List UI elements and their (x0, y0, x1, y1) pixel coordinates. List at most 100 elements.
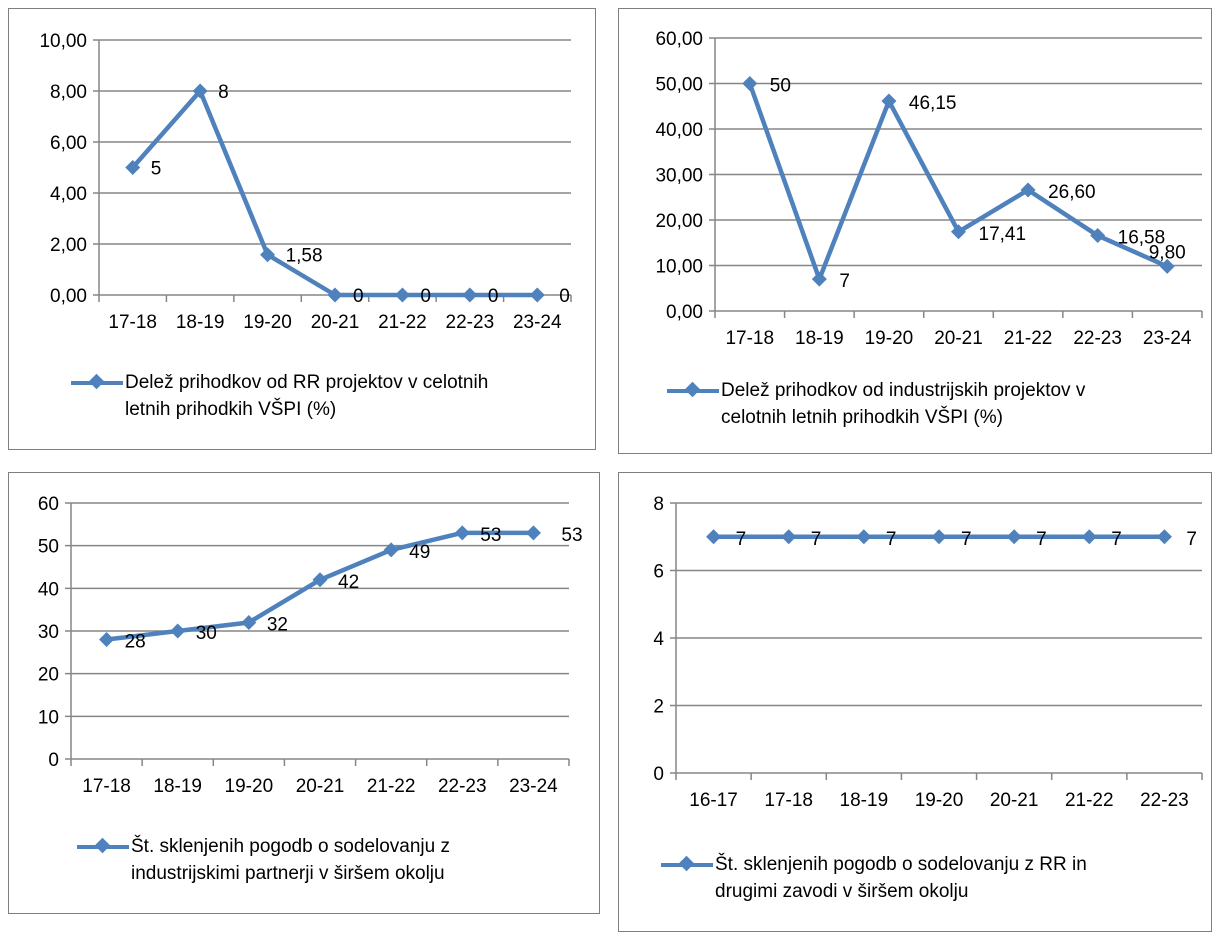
x-tick-label: 17-18 (82, 776, 131, 797)
x-tick-label: 21-22 (1004, 328, 1053, 349)
legend-series-marker-icon (77, 833, 129, 860)
data-label: 7 (811, 529, 822, 550)
data-point-marker (327, 287, 343, 303)
x-tick-label: 23-24 (509, 776, 558, 797)
x-tick-label: 16-17 (689, 790, 738, 811)
data-label: 0 (420, 286, 431, 307)
y-tick-label: 30 (38, 622, 59, 643)
data-label: 26,60 (1048, 182, 1096, 203)
y-tick-label: 40 (38, 579, 59, 600)
data-label: 5 (151, 159, 162, 180)
y-tick-label: 0,00 (50, 286, 87, 307)
legend-label-line-1: Delež prihodkov od RR projektov v celotn… (125, 372, 489, 393)
data-point-marker (312, 572, 328, 588)
chart-industrial-agreements-plot: 0 10 20 30 40 50 60 17-18 18-19 19-20 20-21 21-22 22… (38, 494, 583, 797)
y-tick-label: 0,00 (666, 302, 703, 323)
x-tick-label: 22-23 (438, 776, 487, 797)
x-tick-label: 20-21 (311, 312, 360, 333)
x-tick-label: 17-18 (108, 312, 157, 333)
y-tick-label: 6 (653, 562, 664, 583)
data-label: 7 (1186, 529, 1197, 550)
chart-rr-agreements-plot: 0 2 4 6 8 16-17 17-18 18-19 19-20 20-21 21-22 22-23… (653, 494, 1203, 811)
data-label: 32 (267, 614, 288, 635)
data-point-marker (394, 287, 410, 303)
data-label: 1,58 (286, 246, 323, 267)
data-point-marker (192, 83, 208, 99)
x-tick-label: 17-18 (764, 790, 813, 811)
data-point-marker (951, 224, 966, 240)
y-tick-label: 10,00 (655, 257, 703, 278)
data-point-marker (99, 632, 115, 648)
x-tick-label: 22-23 (446, 312, 495, 333)
x-tick-label: 22-23 (1073, 328, 1122, 349)
data-point-marker (1081, 529, 1097, 545)
y-tick-label: 30,00 (655, 166, 703, 187)
y-tick-label: 20 (38, 665, 59, 686)
data-label: 46,15 (909, 93, 957, 114)
data-point-marker (1090, 228, 1106, 244)
y-tick-label: 2,00 (50, 235, 87, 256)
data-label: 7 (886, 529, 897, 550)
x-tick-label: 18-19 (795, 328, 844, 349)
y-tick-label: 0 (48, 750, 59, 771)
y-tick-label: 50,00 (655, 75, 703, 96)
data-point-marker (462, 287, 478, 303)
chart-industrial-income-plot: 0,00 10,00 20,00 30,00 40,00 50,00 60,00 17-18 1… (655, 29, 1203, 349)
data-point-marker (170, 623, 186, 639)
x-tick-label: 20-21 (296, 776, 345, 797)
data-label: 16,58 (1118, 228, 1166, 249)
x-tick-label: 20-21 (990, 790, 1039, 811)
legend-label-line-1: Št. sklenjenih pogodb o sodelovanju z RR… (715, 854, 1087, 875)
y-tick-label: 8,00 (50, 82, 87, 103)
legend-industrial-agreements: Št. sklenjenih pogodb o sodelovanju z in… (77, 833, 450, 887)
legend-series-marker-icon (71, 369, 123, 396)
chart-panel-industrial-agreements: 0 10 20 30 40 50 60 17-18 18-19 19-20 20-21 21-22 22… (8, 472, 600, 914)
legend-label-line-2: industrijskimi partnerji v širšem okolju (131, 863, 445, 884)
y-tick-label: 60,00 (655, 29, 703, 50)
x-tick-label: 18-19 (840, 790, 889, 811)
data-label: 50 (770, 76, 791, 97)
data-label: 7 (736, 529, 747, 550)
y-tick-label: 0 (653, 764, 664, 785)
x-tick-label: 19-20 (915, 790, 964, 811)
legend-series-marker-icon (661, 851, 713, 878)
data-label: 7 (839, 271, 850, 292)
chart-panel-rr-agreements: 0 2 4 6 8 16-17 17-18 18-19 19-20 20-21 21-22 22-23… (618, 472, 1212, 932)
data-point-marker (454, 525, 470, 541)
data-label: 17,41 (979, 224, 1027, 245)
legend-label-line-2: celotnih letnih prihodkih VŠPI (%) (721, 407, 1003, 428)
x-tick-label: 17-18 (725, 328, 774, 349)
y-tick-label: 8 (653, 494, 664, 515)
x-tick-label: 23-24 (513, 312, 562, 333)
y-tick-label: 2 (653, 697, 664, 718)
x-tick-label: 18-19 (153, 776, 202, 797)
x-tick-label: 18-19 (176, 312, 225, 333)
data-point-marker (856, 529, 872, 545)
x-tick-label: 21-22 (367, 776, 416, 797)
x-tick-label: 22-23 (1140, 790, 1189, 811)
legend-label-line-1: Delež prihodkov od industrijskih projekt… (721, 380, 1086, 401)
data-point-marker (781, 529, 797, 545)
data-point-marker (811, 271, 827, 287)
data-label: 7 (1036, 529, 1047, 550)
data-point-marker (1006, 529, 1022, 545)
y-tick-label: 6,00 (50, 133, 87, 154)
data-point-marker (241, 614, 257, 630)
x-tick-label: 20-21 (934, 328, 983, 349)
data-label: 53 (561, 525, 582, 546)
data-point-marker (706, 529, 722, 545)
data-point-marker (1156, 529, 1172, 545)
y-tick-label: 10 (38, 707, 59, 728)
data-label: 7 (961, 529, 972, 550)
y-tick-label: 10,00 (39, 31, 87, 52)
y-tick-label: 4 (653, 629, 664, 650)
x-tick-label: 19-20 (865, 328, 914, 349)
data-label: 0 (488, 286, 499, 307)
data-label: 0 (559, 286, 570, 307)
x-tick-label: 19-20 (225, 776, 274, 797)
data-label: 7 (1111, 529, 1122, 550)
x-tick-label: 21-22 (1065, 790, 1114, 811)
x-tick-label: 23-24 (1143, 328, 1192, 349)
data-point-marker (383, 542, 399, 558)
legend-industrial-income: Delež prihodkov od industrijskih projekt… (667, 377, 1085, 431)
